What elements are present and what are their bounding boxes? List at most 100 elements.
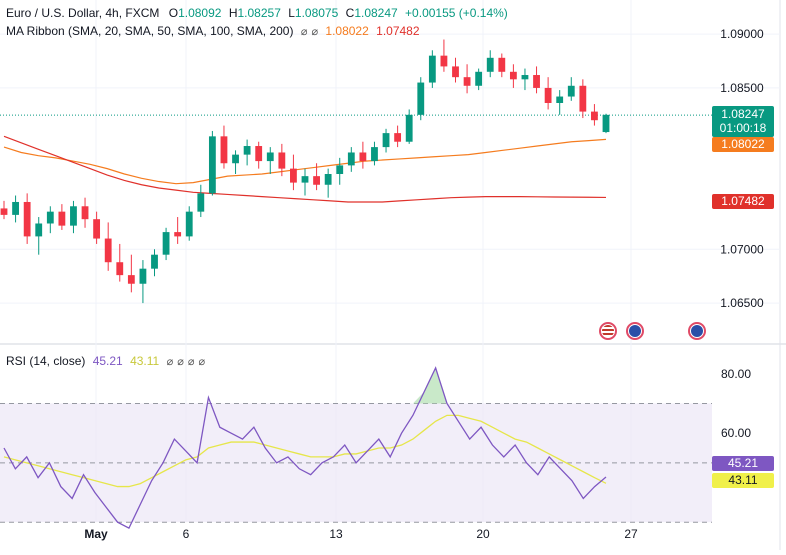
candle-body — [498, 57, 506, 72]
rsi-line — [3, 366, 607, 530]
candle-body — [185, 211, 193, 237]
candle-body — [58, 211, 66, 226]
candle-body — [463, 77, 471, 86]
rsi-legend: RSI (14, close) 45.21 43.11 ⌀ ⌀ ⌀ ⌀ — [6, 354, 205, 368]
candle-body — [313, 176, 320, 185]
candle-body — [12, 201, 19, 215]
time-tick-label: 13 — [329, 527, 343, 541]
eye-icon[interactable]: ⌀ — [166, 356, 174, 368]
eye-icon[interactable]: ⌀ — [187, 356, 195, 368]
candle-body — [486, 57, 494, 72]
candle-body — [70, 206, 77, 226]
candle-body — [151, 254, 158, 269]
ma-line — [3, 135, 607, 203]
candle-body — [197, 193, 205, 212]
time-tick-label: 20 — [476, 527, 490, 541]
candle-body — [452, 66, 459, 78]
symbol-title: Euro / U.S. Dollar, 4h, FXCM — [6, 6, 160, 20]
candle-body — [371, 147, 378, 162]
ma-slow-value: 1.07482 — [376, 24, 420, 38]
ohlc-high-label: H — [228, 6, 238, 20]
candle-body — [382, 133, 390, 148]
ma-fast-tag: 1.08022 — [712, 137, 774, 152]
ma-fast-value: 1.08022 — [325, 24, 369, 38]
ohlc-low-value: 1.08075 — [294, 6, 339, 20]
ohlc-high-value: 1.08257 — [237, 6, 281, 20]
rsi-tick-label: 60.00 — [721, 426, 751, 440]
eye-icon[interactable]: ⌀ — [177, 356, 184, 368]
candle-body — [533, 75, 540, 88]
rsi-tag: 45.21 — [712, 456, 774, 471]
ohlc-close-value: 1.08247 — [354, 6, 398, 20]
candle-body — [336, 165, 344, 174]
eu-flag-icon[interactable] — [688, 322, 706, 340]
candle-body — [35, 223, 43, 237]
ma-slow-tag: 1.07482 — [712, 194, 774, 209]
candle-body — [475, 71, 483, 86]
candle-body — [243, 146, 251, 155]
time-tick-label: 6 — [183, 527, 190, 541]
rsi-ma-tag: 43.11 — [712, 473, 774, 488]
candle-body — [394, 133, 402, 142]
price-tick-label: 1.08500 — [720, 81, 764, 95]
candle-body — [301, 176, 309, 183]
eu-flag-icon[interactable] — [626, 322, 644, 340]
candle-body — [174, 232, 182, 237]
candle-body — [162, 232, 170, 255]
us-flag-icon[interactable] — [599, 322, 617, 340]
candle-body — [255, 146, 263, 162]
candle-body — [591, 111, 598, 121]
candle-body — [81, 206, 89, 220]
ohlc-open-value: 1.08092 — [178, 6, 222, 20]
candle-body — [46, 211, 54, 224]
candle-body — [208, 136, 216, 194]
candle-body — [127, 275, 135, 284]
eye-icon[interactable]: ⌀ — [198, 356, 206, 368]
candle-body — [579, 85, 587, 112]
eye-icon[interactable]: ⌀ — [300, 26, 308, 38]
last-price: 1.08247 — [721, 107, 765, 121]
time-tick-label: May — [84, 527, 108, 541]
eye-icon[interactable]: ⌀ — [311, 26, 319, 38]
price-tick-label: 1.07000 — [720, 242, 764, 256]
candle-body — [567, 85, 575, 97]
rsi-ma-value: 43.11 — [130, 354, 160, 368]
price-change: +0.00155 (+0.14%) — [405, 6, 508, 20]
candle-body — [139, 268, 147, 284]
ma-legend: MA Ribbon (SMA, 20, SMA, 50, SMA, 100, S… — [6, 24, 420, 38]
candle-body — [290, 168, 297, 183]
time-tick-label: 27 — [624, 527, 638, 541]
last-price-tag: 1.08247 01:00:18 — [712, 106, 774, 137]
candle-body — [93, 219, 101, 239]
candle-body — [521, 75, 529, 80]
ohlc-low-label: L — [288, 6, 295, 20]
candle-body — [324, 174, 332, 185]
candle-body — [405, 114, 413, 142]
candle-body — [278, 152, 286, 169]
candle-body — [347, 152, 355, 166]
candle-body — [220, 136, 228, 164]
candle-body — [417, 82, 425, 115]
price-tick-label: 1.06500 — [720, 296, 764, 310]
ma-ribbon-title[interactable]: MA Ribbon (SMA, 20, SMA, 50, SMA, 100, S… — [6, 24, 294, 38]
candle-body — [509, 71, 517, 80]
rsi-ma-line — [3, 414, 607, 488]
candle-body — [232, 154, 239, 164]
candle-body — [23, 201, 31, 237]
candle-body — [0, 208, 8, 215]
candle-body — [116, 262, 124, 276]
rsi-value: 45.21 — [92, 354, 123, 368]
symbol-legend: Euro / U.S. Dollar, 4h, FXCM O1.08092 H1… — [6, 6, 508, 20]
ohlc-close-label: C — [345, 6, 355, 20]
rsi-title[interactable]: RSI (14, close) — [6, 354, 86, 368]
bar-countdown: 01:00:18 — [719, 121, 767, 135]
candle-body — [544, 87, 552, 103]
price-tick-label: 1.09000 — [720, 27, 764, 41]
candle-body — [428, 55, 436, 83]
candle-body — [104, 238, 112, 263]
candle-body — [359, 152, 367, 162]
candle-body — [440, 55, 448, 67]
candle-body — [556, 96, 564, 103]
